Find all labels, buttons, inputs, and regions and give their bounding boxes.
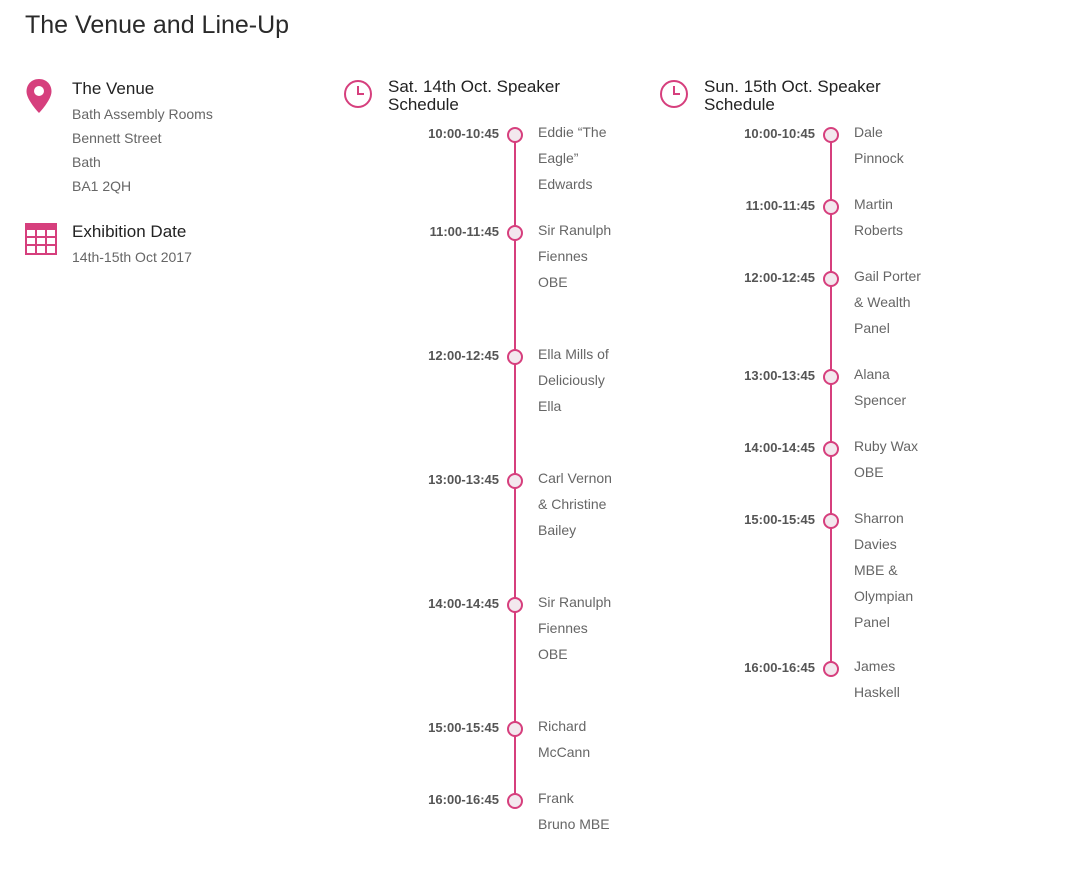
slot-speaker: Ruby Wax OBE	[854, 438, 919, 480]
clock-icon	[659, 79, 689, 114]
slot-speaker: Frank Bruno MBE	[538, 790, 610, 832]
slot-time: 15:00-15:45	[428, 720, 499, 735]
slot-speaker: Eddie “The Eagle” Edwards	[538, 124, 607, 192]
timeline-dot	[507, 127, 523, 143]
page-title: The Venue and Line-Up	[25, 11, 290, 39]
slot-speaker: Carl Vernon & Christine Bailey	[538, 470, 612, 538]
venue-heading: The Venue	[72, 79, 155, 98]
slot-speaker: Sir Ranulph Fiennes OBE	[538, 594, 612, 662]
slot-time: 16:00-16:45	[744, 660, 815, 675]
slot-time: 15:00-15:45	[744, 512, 815, 527]
timeline-dot	[823, 369, 839, 385]
map-pin-icon	[25, 78, 53, 119]
exhibition-heading: Exhibition Date	[72, 222, 187, 241]
slot-time: 13:00-13:45	[428, 472, 499, 487]
timeline-dot	[823, 441, 839, 457]
saturday-schedule-title: Sat. 14th Oct. Speaker Schedule	[388, 77, 560, 114]
slot-speaker: Ella Mills of Deliciously Ella	[538, 346, 609, 414]
slot-speaker: Gail Porter & Wealth Panel	[854, 268, 921, 336]
timeline-dot	[507, 793, 523, 809]
timeline-dot	[507, 349, 523, 365]
timeline-dot	[823, 661, 839, 677]
timeline-dot	[823, 127, 839, 143]
slot-time: 12:00-12:45	[428, 348, 499, 363]
calendar-icon	[25, 223, 57, 260]
slot-time: 14:00-14:45	[428, 596, 499, 611]
slot-speaker: Sharron Davies MBE & Olympian Panel	[854, 510, 914, 630]
timeline-dot	[823, 271, 839, 287]
slot-time: 16:00-16:45	[428, 792, 499, 807]
slot-speaker: Dale Pinnock	[854, 124, 904, 166]
timeline-dot	[507, 473, 523, 489]
sunday-schedule-title: Sun. 15th Oct. Speaker Schedule	[704, 77, 881, 114]
slot-time: 12:00-12:45	[744, 270, 815, 285]
timeline-dot	[823, 199, 839, 215]
clock-icon	[343, 79, 373, 114]
slot-time: 11:00-11:45	[429, 224, 499, 239]
timeline-line	[830, 132, 832, 667]
venue-address-line: BA1 2QH	[72, 178, 132, 194]
timeline-line	[514, 132, 516, 799]
exhibition-dates: 14th-15th Oct 2017	[72, 249, 192, 265]
venue-address-line: Bath	[72, 154, 101, 170]
slot-speaker: Martin Roberts	[854, 196, 904, 238]
slot-time: 10:00-10:45	[744, 126, 815, 141]
timeline-dot	[507, 225, 523, 241]
slot-speaker: Sir Ranulph Fiennes OBE	[538, 222, 612, 290]
slot-time: 13:00-13:45	[744, 368, 815, 383]
slot-time: 11:00-11:45	[745, 198, 815, 213]
slot-speaker: Richard McCann	[538, 718, 591, 760]
venue-address-line: Bennett Street	[72, 130, 162, 146]
timeline-dot	[507, 597, 523, 613]
timeline-dot	[507, 721, 523, 737]
timeline-dot	[823, 513, 839, 529]
slot-time: 14:00-14:45	[744, 440, 815, 455]
slot-speaker: Alana Spencer	[854, 366, 907, 408]
slot-time: 10:00-10:45	[428, 126, 499, 141]
venue-address-line: Bath Assembly Rooms	[72, 106, 213, 122]
slot-speaker: James Haskell	[854, 658, 900, 700]
